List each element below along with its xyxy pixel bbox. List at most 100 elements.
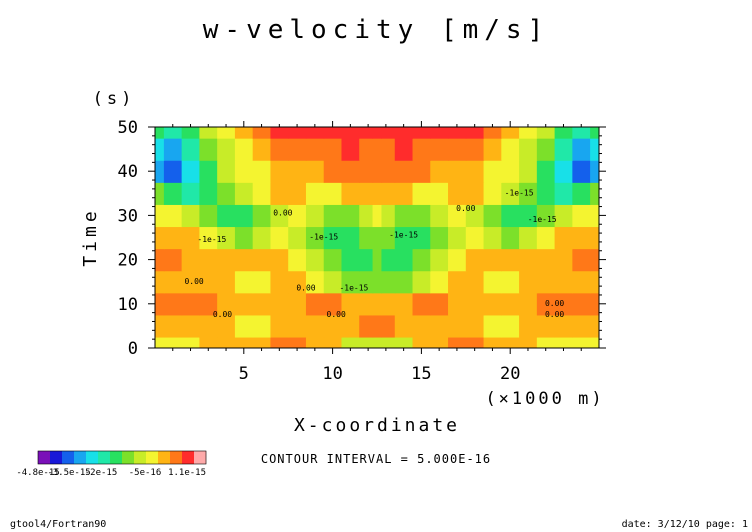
x-tick-label: 5 <box>239 364 249 384</box>
heatmap-cell <box>217 292 236 316</box>
heatmap-cell <box>163 204 183 228</box>
heatmap-cell <box>465 138 485 161</box>
heatmap-cell <box>252 204 272 228</box>
heatmap-cell <box>181 138 200 161</box>
x-axis-unit: (×1000 m) <box>485 389 604 409</box>
heatmap-cell <box>483 204 502 228</box>
heatmap-cell <box>501 160 520 183</box>
heatmap-cell <box>372 270 383 294</box>
heatmap-cell <box>519 182 538 205</box>
heatmap-cell <box>252 336 272 348</box>
x-tick-label: 10 <box>322 364 342 384</box>
heatmap-cell <box>270 336 289 348</box>
heatmap-cell <box>359 292 374 316</box>
heatmap-cell <box>536 160 556 183</box>
heatmap-cell <box>372 127 383 139</box>
heatmap-cell <box>501 292 520 316</box>
y-axis-ticks: 0 10 20 30 40 50 <box>118 118 606 359</box>
heatmap-cell <box>252 226 272 250</box>
heatmap-cell <box>430 226 449 250</box>
heatmap-cell <box>519 248 538 272</box>
heatmap-cell <box>372 138 383 161</box>
heatmap-cell <box>323 336 343 348</box>
heatmap-cell <box>394 182 414 205</box>
heatmap-cell <box>288 204 307 228</box>
heatmap-cell <box>372 226 383 250</box>
heatmap-cell <box>199 248 218 272</box>
heatmap-cell <box>483 314 502 338</box>
contour-labels: -1e-15 -1e-15 -1e-15 -1e-15 -1e-15 -1e-15 0.00… <box>184 189 564 320</box>
heatmap-cell <box>270 292 289 316</box>
heatmap-cell <box>163 336 183 348</box>
heatmap-cell <box>572 248 591 272</box>
heatmap-cell <box>359 336 374 348</box>
y-tick-label: 20 <box>118 251 138 271</box>
heatmap-cell <box>155 248 165 272</box>
heatmap-cell <box>217 204 236 228</box>
heatmap-cell <box>501 314 520 338</box>
heatmap-cell <box>341 127 360 139</box>
x-tick-label: 15 <box>411 364 431 384</box>
heatmap-cell <box>519 226 538 250</box>
heatmap-cell <box>412 138 431 161</box>
heatmap-cell <box>234 127 254 139</box>
y-tick-label: 30 <box>118 206 138 226</box>
colorbar-swatch <box>146 451 159 464</box>
heatmap-cell <box>155 138 165 161</box>
heatmap-cell <box>381 127 396 139</box>
heatmap-cell <box>412 127 431 139</box>
heatmap-cell <box>288 127 307 139</box>
heatmap-cell <box>372 314 383 338</box>
heatmap-cell <box>430 182 449 205</box>
heatmap-cell <box>270 226 289 250</box>
heatmap-cell <box>501 127 520 139</box>
heatmap-cell <box>590 160 599 183</box>
heatmap-cell <box>181 182 200 205</box>
heatmap-cell <box>323 314 343 338</box>
colorbar-tick-label: -4.8e-15 <box>16 468 59 478</box>
heatmap-cell <box>217 248 236 272</box>
heatmap-cell <box>305 292 325 316</box>
heatmap-cell <box>181 270 200 294</box>
heatmap-cell <box>323 138 343 161</box>
heatmap-cell <box>288 270 307 294</box>
heatmap-cell <box>372 182 383 205</box>
heatmap-cell <box>199 270 218 294</box>
heatmap-cell <box>519 270 538 294</box>
heatmap-cell <box>163 138 183 161</box>
heatmap-cell <box>155 336 165 348</box>
heatmap-cell <box>341 292 360 316</box>
heatmap-cell <box>323 292 343 316</box>
heatmap-cell <box>155 127 165 139</box>
heatmap-cell <box>554 336 573 348</box>
heatmap-cell <box>155 292 165 316</box>
heatmap-cell <box>501 270 520 294</box>
heatmap-cell <box>341 314 360 338</box>
footer-left: gtool4/Fortran90 <box>10 519 106 530</box>
heatmap-cell <box>163 248 183 272</box>
heatmap-cell <box>341 182 360 205</box>
heatmap-cell <box>181 336 200 348</box>
heatmap-cell <box>305 127 325 139</box>
heatmap-cell <box>381 314 396 338</box>
heatmap-cell <box>554 127 573 139</box>
heatmap-cell <box>394 336 414 348</box>
heatmap-cell <box>394 248 414 272</box>
heatmap-cell <box>394 160 414 183</box>
heatmap-cell <box>163 182 183 205</box>
heatmap-cell <box>359 182 374 205</box>
contour-label: -1e-15 <box>197 235 226 244</box>
heatmap-cell <box>155 314 165 338</box>
heatmap-cell <box>288 248 307 272</box>
contour-label: 0.00 <box>296 284 315 293</box>
heatmap-cell <box>341 138 360 161</box>
heatmap-cell <box>572 292 591 316</box>
heatmap-cell <box>323 127 343 139</box>
heatmap-cell <box>234 270 254 294</box>
heatmap-cell <box>394 292 414 316</box>
heatmap-cell <box>412 182 431 205</box>
heatmap-cell <box>590 138 599 161</box>
heatmap-cell <box>501 336 520 348</box>
heatmap-cell <box>381 270 396 294</box>
